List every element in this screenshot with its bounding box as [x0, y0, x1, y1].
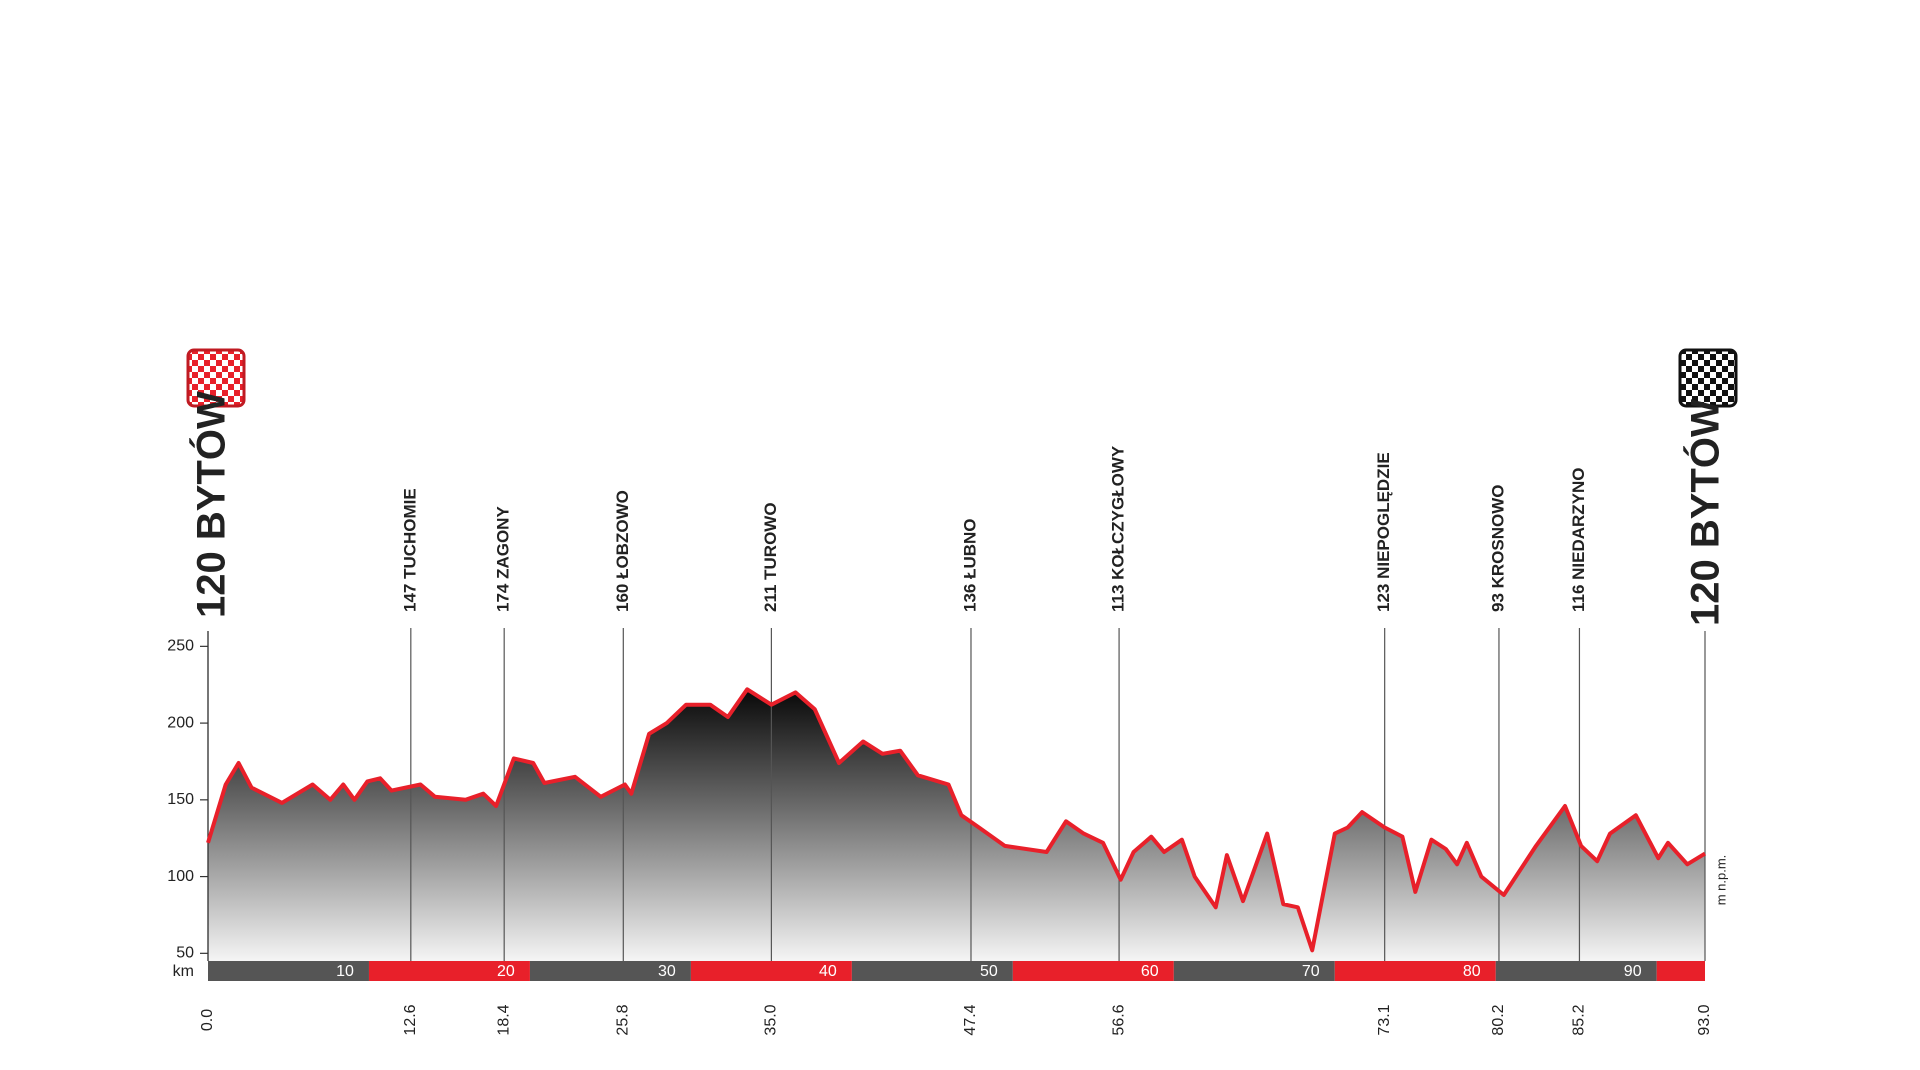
x-tick-label: 47.4 — [962, 1004, 979, 1035]
km-segment — [208, 961, 369, 981]
x-tick-label: 0.0 — [199, 1009, 216, 1031]
y-tick-label: 250 — [167, 638, 194, 655]
waypoint-label: 116 NIEDARZYNO — [1569, 467, 1588, 612]
y-unit: m n.p.m. — [1713, 855, 1728, 906]
x-tick-label: 93.0 — [1696, 1004, 1713, 1035]
finish-flag — [1678, 348, 1738, 408]
km-segment — [1495, 961, 1657, 981]
start-flag — [186, 348, 246, 408]
x-tick-label: 56.6 — [1110, 1004, 1127, 1035]
km-mark-label: 30 — [658, 963, 676, 980]
km-mark-label: 80 — [1463, 963, 1481, 980]
x-tick-label: 80.2 — [1490, 1004, 1507, 1035]
waypoint-label: 211 TUROWO — [761, 502, 780, 612]
waypoint-label: 174 ZAGONY — [494, 506, 513, 612]
km-segment — [1656, 961, 1705, 981]
km-mark-label: 50 — [980, 963, 998, 980]
y-tick-label: 50 — [176, 945, 194, 962]
km-mark-label: 60 — [1141, 963, 1159, 980]
waypoint-label: 136 ŁUBNO — [960, 518, 979, 612]
start-label: 120 BYTÓW — [188, 391, 234, 618]
elevation-line — [206, 687, 1707, 953]
km-segment — [1334, 961, 1496, 981]
y-tick-label: 100 — [167, 868, 194, 885]
finish-label: 120 BYTÓW — [1682, 399, 1728, 626]
waypoint-label: 93 KROSNOWO — [1488, 484, 1507, 612]
km-label: km — [173, 963, 194, 980]
elevation-area — [208, 689, 1705, 961]
waypoint-label: 113 KOŁCZYGŁOWY — [1109, 445, 1128, 612]
waypoint-label: 160 ŁOBZOWO — [613, 490, 632, 612]
x-tick-label: 12.6 — [402, 1004, 419, 1035]
x-tick-label: 85.2 — [1571, 1004, 1588, 1035]
y-tick-label: 200 — [167, 714, 194, 731]
x-tick-label: 73.1 — [1376, 1004, 1393, 1035]
km-mark-label: 10 — [336, 963, 354, 980]
km-segment — [690, 961, 852, 981]
waypoint-label: 123 NIEPOGLĘDZIE — [1374, 452, 1393, 612]
x-tick-label: 25.8 — [615, 1004, 632, 1035]
km-segment — [1173, 961, 1335, 981]
waypoint-label: 147 TUCHOMIE — [400, 488, 419, 612]
x-tick-label: 35.0 — [763, 1004, 780, 1035]
km-mark-label: 90 — [1624, 963, 1642, 980]
km-mark-label: 70 — [1302, 963, 1320, 980]
km-mark-label: 20 — [497, 963, 515, 980]
y-tick-label: 150 — [167, 791, 194, 808]
km-segment — [851, 961, 1013, 981]
km-mark-label: 40 — [819, 963, 837, 980]
x-tick-label: 18.4 — [495, 1004, 512, 1035]
km-segment — [529, 961, 691, 981]
km-segment — [368, 961, 530, 981]
km-segment — [1012, 961, 1174, 981]
